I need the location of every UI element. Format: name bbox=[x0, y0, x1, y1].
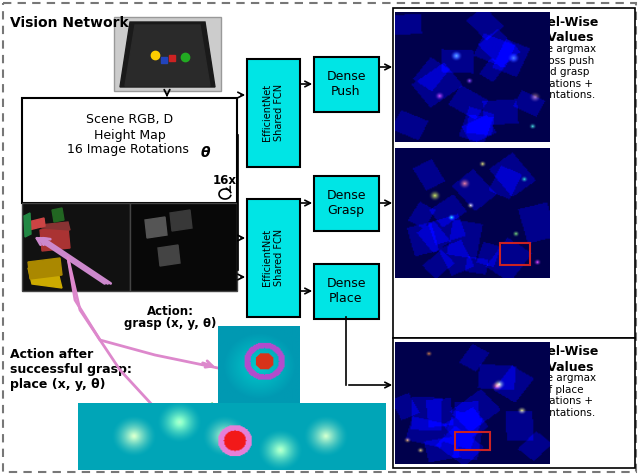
Polygon shape bbox=[158, 245, 180, 266]
Polygon shape bbox=[40, 222, 70, 230]
Polygon shape bbox=[120, 22, 215, 87]
Polygon shape bbox=[170, 210, 192, 231]
Text: Pixel-Wise
Q-Values: Pixel-Wise Q-Values bbox=[527, 16, 599, 44]
Text: Take argmax
across push
and grasp
locations +
orientations.: Take argmax across push and grasp locati… bbox=[530, 44, 596, 100]
Polygon shape bbox=[40, 227, 70, 251]
FancyBboxPatch shape bbox=[3, 3, 636, 472]
Polygon shape bbox=[24, 213, 31, 237]
FancyBboxPatch shape bbox=[246, 199, 300, 316]
Text: Vision Network: Vision Network bbox=[10, 16, 129, 30]
Polygon shape bbox=[125, 25, 210, 86]
Text: Dense
Grasp: Dense Grasp bbox=[326, 189, 365, 217]
Polygon shape bbox=[28, 218, 45, 230]
FancyBboxPatch shape bbox=[393, 8, 635, 338]
Polygon shape bbox=[145, 217, 167, 238]
FancyBboxPatch shape bbox=[22, 98, 237, 203]
Text: Same
Object: Same Object bbox=[236, 359, 281, 387]
Polygon shape bbox=[28, 258, 62, 279]
FancyBboxPatch shape bbox=[314, 264, 378, 319]
FancyBboxPatch shape bbox=[393, 338, 635, 468]
Text: Pixel-Wise
Q-Values: Pixel-Wise Q-Values bbox=[527, 345, 599, 373]
Text: Action:: Action: bbox=[147, 305, 193, 318]
FancyBboxPatch shape bbox=[246, 58, 300, 167]
Text: EfficientNet
Shared FCN: EfficientNet Shared FCN bbox=[262, 84, 284, 141]
Text: Scene RGB, D
Height Map
16 Image Rotations: Scene RGB, D Height Map 16 Image Rotatio… bbox=[67, 114, 193, 156]
FancyBboxPatch shape bbox=[114, 17, 221, 91]
Text: θ: θ bbox=[201, 146, 211, 160]
FancyBboxPatch shape bbox=[314, 57, 378, 112]
Polygon shape bbox=[52, 208, 64, 222]
FancyBboxPatch shape bbox=[130, 203, 237, 291]
Text: 16x: 16x bbox=[213, 173, 237, 187]
FancyBboxPatch shape bbox=[314, 175, 378, 230]
Text: Dense
Push: Dense Push bbox=[326, 70, 365, 98]
Text: Take argmax
of place
locations +
orientations.: Take argmax of place locations + orienta… bbox=[530, 373, 596, 418]
Text: Action after
successful grasp:
place (x, y, θ): Action after successful grasp: place (x,… bbox=[10, 348, 132, 391]
Text: EfficientNet
Shared FCN: EfficientNet Shared FCN bbox=[262, 229, 284, 286]
Text: grasp (x, y, θ): grasp (x, y, θ) bbox=[124, 317, 216, 330]
FancyBboxPatch shape bbox=[22, 203, 130, 291]
Polygon shape bbox=[28, 268, 62, 288]
Text: Dense
Place: Dense Place bbox=[326, 277, 365, 305]
